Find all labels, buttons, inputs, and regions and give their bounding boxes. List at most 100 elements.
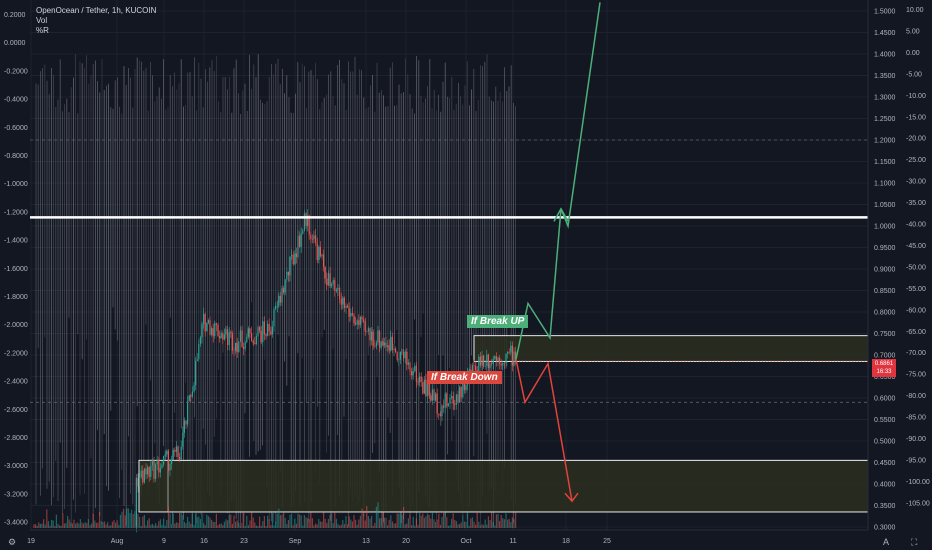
volume-bar [468,525,470,528]
candle-body [182,432,184,447]
price-tick-label: 1.4000 [874,52,896,59]
candle-body [263,321,265,335]
volume-bar [412,516,414,528]
break-down-annotation[interactable]: If Break Down [427,371,502,384]
volume-bar [350,519,352,528]
candle-body [175,446,177,452]
candle-body [436,393,438,414]
candle-body [387,345,389,348]
candle-body [371,331,373,341]
volume-bar [169,513,171,528]
volume-bar [326,523,328,528]
volume-bar [51,520,53,528]
volume-bar [211,519,213,528]
candle-body [164,454,166,456]
volume-bar [281,514,283,528]
volume-bar [115,522,117,528]
volume-bar [340,524,342,528]
horizontal-levels [30,139,868,403]
candle-body [292,254,294,265]
price-tick-label: 0.6500 [874,374,896,381]
candle-body [391,336,393,350]
candle-body [473,365,475,366]
candle-body [483,355,485,367]
candle-body [443,405,445,408]
candle-body [395,348,397,353]
volume-bar [339,525,341,528]
candle-body [254,343,256,345]
volume-bar [73,519,75,528]
wr-tick-label: -1.8000 [4,294,28,301]
candle-body [425,379,427,397]
candle-body [388,345,390,351]
candle-body [499,357,501,364]
volume-bar [494,525,496,528]
wr-tick-label: -3.0000 [4,463,28,470]
break-up-annotation[interactable]: If Break UP [467,315,529,328]
volume-bar [76,522,78,528]
volume-bar [513,519,515,528]
candle-body [478,356,480,374]
candle-body [339,288,341,299]
volume-bar [436,519,438,528]
volume-bar [196,517,198,528]
price-tick-label: 1.3000 [874,95,896,102]
volume-label[interactable]: Vol [36,16,48,25]
candle-body [300,233,302,247]
volume-bar [191,513,193,528]
volume-bar [95,522,97,528]
candle-body [319,246,321,257]
volume-bar [449,525,451,528]
candle-body [305,213,307,226]
candle-body [135,477,137,527]
volume-bar [150,524,152,528]
percent-tick-label: -80.00 [906,393,926,400]
projection-arrows [515,2,601,503]
volume-bar [190,523,192,528]
percent-tick-label: -20.00 [906,136,926,143]
settings-icon[interactable]: ⚙ [8,537,17,547]
candle-body [393,348,395,350]
candle-body [139,477,141,487]
volume-bar [334,512,336,528]
log-scale-icon[interactable]: A [883,537,890,547]
volume-bar [100,521,102,528]
candle-body [255,336,257,345]
candle-body [137,477,139,487]
volume-bar [241,522,243,528]
candle-body [169,463,171,471]
volume-bar [475,524,477,528]
volume-bar [438,513,440,528]
current-price-time: 16:33 [876,369,892,375]
indicator-label[interactable]: %R [36,26,49,35]
volume-bar [369,518,371,528]
volume-bar [383,517,385,528]
x-tick-label: Sep [289,538,302,545]
volume-bar [489,520,491,528]
volume-bar [217,525,219,528]
candle-body [420,376,422,383]
volume-bar [431,512,433,528]
volume-bar [446,517,448,528]
candle-body [404,351,406,359]
candle-body [332,280,334,285]
candle-body [452,396,454,404]
volume-bar [188,521,190,528]
volume-bar [279,515,281,528]
candle-body [212,328,214,337]
volume-bar [492,522,494,528]
volume-bar [215,513,217,528]
candle-body [318,246,320,260]
candle-body [275,305,277,310]
auto-scale-icon[interactable]: ⛶ [911,537,918,547]
volume-bar [257,525,259,528]
volume-bar [158,521,160,528]
volume-bar [227,520,229,528]
symbol-title[interactable]: OpenOcean / Tether, 1h, KUCOIN [36,6,157,15]
volume-bar [161,524,163,528]
volume-bar [251,512,253,528]
candle-body [148,467,150,477]
candle-body [217,324,219,336]
volume-bar [359,515,361,528]
